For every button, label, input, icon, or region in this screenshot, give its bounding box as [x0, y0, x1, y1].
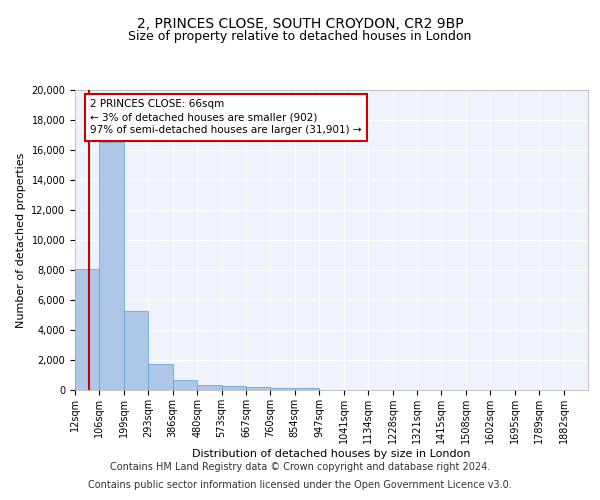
Bar: [197, 385, 221, 390]
Bar: [100, 142, 124, 390]
Text: 2 PRINCES CLOSE: 66sqm
← 3% of detached houses are smaller (902)
97% of semi-det: 2 PRINCES CLOSE: 66sqm ← 3% of detached …: [90, 99, 362, 136]
Bar: [246, 387, 271, 390]
Bar: [221, 386, 246, 390]
Bar: [148, 364, 173, 390]
Y-axis label: Number of detached properties: Number of detached properties: [16, 152, 26, 328]
X-axis label: Distribution of detached houses by size in London: Distribution of detached houses by size …: [192, 448, 471, 458]
Bar: [271, 388, 295, 390]
Bar: [75, 268, 100, 390]
Bar: [173, 380, 197, 390]
Text: Size of property relative to detached houses in London: Size of property relative to detached ho…: [128, 30, 472, 43]
Bar: [124, 310, 148, 390]
Text: Contains public sector information licensed under the Open Government Licence v3: Contains public sector information licen…: [88, 480, 512, 490]
Bar: [295, 388, 319, 390]
Text: Contains HM Land Registry data © Crown copyright and database right 2024.: Contains HM Land Registry data © Crown c…: [110, 462, 490, 472]
Text: 2, PRINCES CLOSE, SOUTH CROYDON, CR2 9BP: 2, PRINCES CLOSE, SOUTH CROYDON, CR2 9BP: [137, 18, 463, 32]
